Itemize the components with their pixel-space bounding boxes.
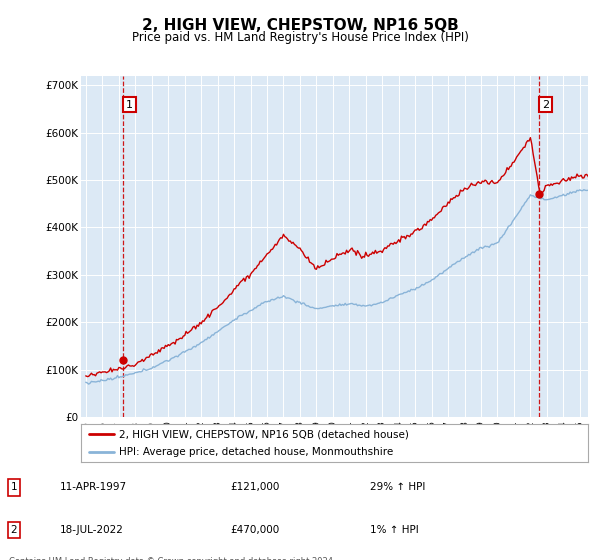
Text: 29% ↑ HPI: 29% ↑ HPI <box>370 482 425 492</box>
Text: £470,000: £470,000 <box>230 525 279 535</box>
Text: Contains HM Land Registry data © Crown copyright and database right 2024.: Contains HM Land Registry data © Crown c… <box>9 557 335 560</box>
Text: 2: 2 <box>542 100 549 110</box>
Text: 2, HIGH VIEW, CHEPSTOW, NP16 5QB (detached house): 2, HIGH VIEW, CHEPSTOW, NP16 5QB (detach… <box>119 429 409 439</box>
Text: 1: 1 <box>11 482 17 492</box>
Text: 2, HIGH VIEW, CHEPSTOW, NP16 5QB: 2, HIGH VIEW, CHEPSTOW, NP16 5QB <box>142 18 458 33</box>
Text: Price paid vs. HM Land Registry's House Price Index (HPI): Price paid vs. HM Land Registry's House … <box>131 31 469 44</box>
Text: 1: 1 <box>126 100 133 110</box>
Text: 18-JUL-2022: 18-JUL-2022 <box>60 525 124 535</box>
Text: 2: 2 <box>11 525 17 535</box>
Text: 1% ↑ HPI: 1% ↑ HPI <box>370 525 419 535</box>
Text: £121,000: £121,000 <box>230 482 280 492</box>
Text: 11-APR-1997: 11-APR-1997 <box>60 482 127 492</box>
Text: HPI: Average price, detached house, Monmouthshire: HPI: Average price, detached house, Monm… <box>119 447 393 457</box>
